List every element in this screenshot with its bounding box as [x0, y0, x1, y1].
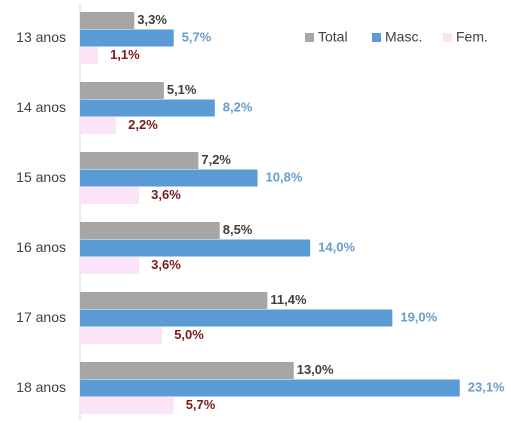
bar	[80, 187, 140, 204]
bar	[80, 169, 258, 187]
value-label: 8,5%	[223, 222, 253, 237]
legend-label: Total	[318, 29, 348, 45]
value-label: 8,2%	[223, 100, 253, 115]
value-label: 5,7%	[186, 397, 216, 412]
category-label: 13 anos	[16, 29, 66, 45]
legend-swatch	[443, 33, 452, 42]
value-label: 2,2%	[128, 117, 158, 132]
bar	[80, 12, 135, 29]
category-label: 18 anos	[16, 379, 66, 395]
bar	[80, 222, 220, 239]
value-label: 5,1%	[167, 82, 197, 97]
bar	[80, 292, 268, 309]
category-label: 17 anos	[16, 309, 66, 325]
value-label: 19,0%	[400, 310, 437, 325]
legend-label: Masc.	[385, 29, 422, 45]
bar	[80, 82, 164, 99]
value-label: 1,1%	[110, 47, 140, 62]
bar	[80, 29, 174, 47]
bar	[80, 99, 215, 117]
value-label: 3,6%	[151, 187, 181, 202]
bar	[80, 257, 140, 274]
legend-label: Fem.	[456, 29, 488, 45]
category-label: 15 anos	[16, 169, 66, 185]
bar	[80, 309, 393, 327]
category-label: 16 anos	[16, 239, 66, 255]
category-label: 14 anos	[16, 99, 66, 115]
bar	[80, 47, 99, 64]
value-label: 7,2%	[201, 152, 231, 167]
value-label: 13,0%	[297, 362, 334, 377]
legend-swatch	[372, 33, 381, 42]
bar	[80, 327, 163, 344]
bar	[80, 362, 294, 379]
value-label: 5,7%	[182, 30, 212, 45]
value-label: 3,3%	[137, 12, 167, 27]
bar	[80, 239, 311, 257]
value-label: 3,6%	[151, 257, 181, 272]
value-label: 11,4%	[270, 292, 307, 307]
bar	[80, 152, 199, 169]
bar	[80, 379, 460, 397]
value-label: 5,0%	[174, 327, 204, 342]
value-label: 14,0%	[318, 240, 355, 255]
bar	[80, 117, 117, 134]
legend-swatch	[305, 33, 314, 42]
value-label: 10,8%	[266, 170, 303, 185]
bar	[80, 397, 174, 414]
value-label: 23,1%	[468, 380, 505, 395]
